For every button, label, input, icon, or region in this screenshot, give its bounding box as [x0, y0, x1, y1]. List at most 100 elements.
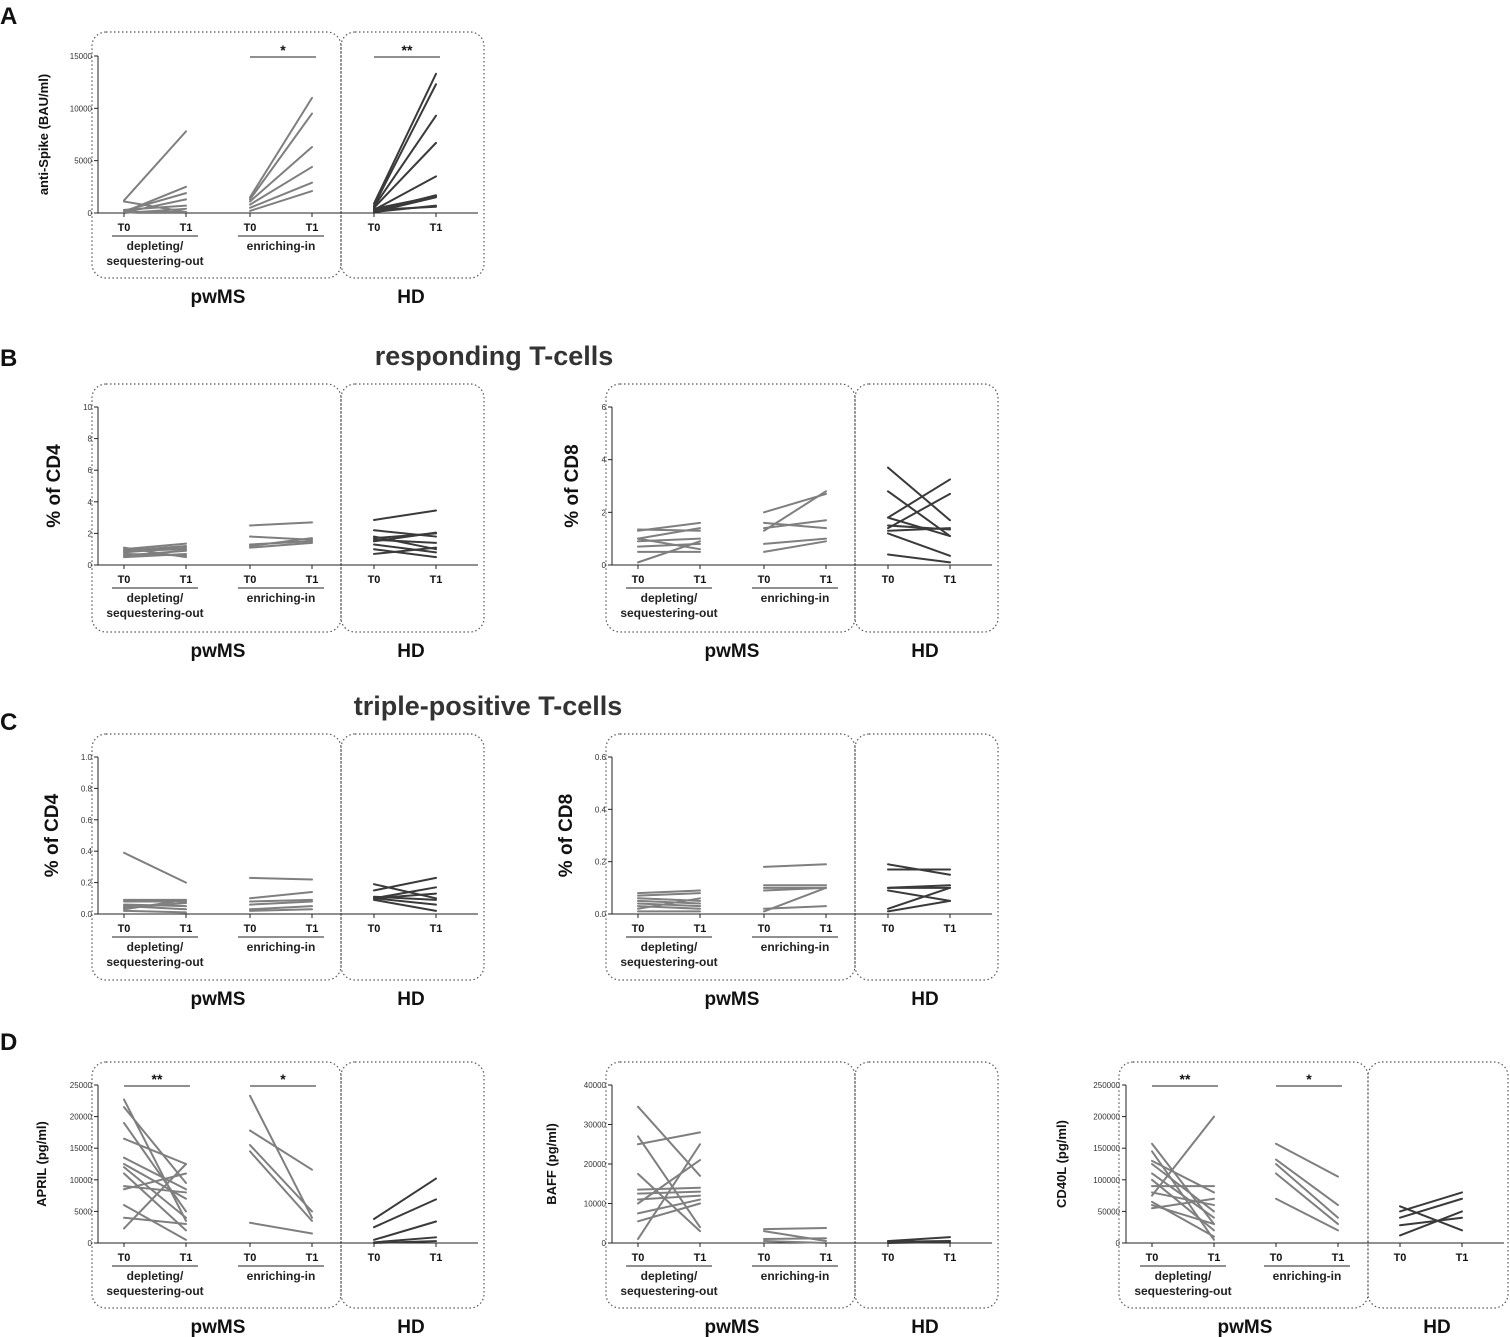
significance-marker: **	[1180, 1071, 1191, 1087]
x-tick-label: T0	[118, 923, 131, 935]
subject-line	[637, 1172, 701, 1233]
significance-marker: *	[280, 42, 286, 58]
subject-line	[123, 1172, 187, 1232]
x-tick-label: T1	[694, 574, 707, 586]
group-label: sequestering-out	[106, 606, 203, 620]
y-tick-label: 0.8	[81, 784, 93, 793]
cohort-label-hd: HD	[1423, 1317, 1450, 1337]
subject-line	[887, 884, 951, 889]
subject-line	[373, 1177, 437, 1220]
chart-d1: 0 5000 10000 15000 20000 25000 APRIL (pg/ml) T0…	[34, 1061, 485, 1337]
subject-line	[1151, 1115, 1215, 1197]
x-tick-label: T0	[1270, 1252, 1283, 1264]
subject-line	[763, 540, 827, 553]
pwms-group-box	[91, 733, 342, 981]
group-label: sequestering-out	[1134, 1284, 1231, 1298]
y-tick-label: 0	[88, 561, 93, 570]
cohort-label-pwms: pwMS	[191, 641, 246, 662]
subject-line	[373, 883, 437, 900]
subject-line	[637, 527, 701, 540]
subject-line	[123, 548, 187, 552]
subject-line	[373, 141, 437, 209]
y-tick-label: 0.0	[81, 910, 93, 919]
group-label: depleting/	[127, 239, 184, 253]
subject-line	[123, 1121, 187, 1213]
subject-line	[1151, 1197, 1215, 1210]
x-tick-label: T1	[944, 923, 957, 935]
chart-d2: 0 10000 20000 30000 40000 BAFF (pg/ml) T0 T1 dep…	[544, 1061, 999, 1337]
section-title-triple: triple-positive T-cells	[354, 691, 623, 721]
group-label: depleting/	[127, 591, 184, 605]
cohort-label-pwms: pwMS	[705, 641, 760, 662]
subject-line	[373, 1220, 437, 1241]
panel-letter-c: C	[0, 709, 17, 736]
subject-line	[373, 195, 437, 210]
subject-line	[373, 538, 437, 544]
y-tick-label: 1.0	[81, 753, 93, 762]
y-tick-label: 0	[88, 1239, 93, 1248]
cohort-label-hd: HD	[397, 1317, 424, 1337]
subject-line	[887, 478, 951, 519]
subject-line	[1399, 1210, 1463, 1237]
x-tick-label: T1	[1456, 1252, 1469, 1264]
y-tick-label: 10000	[584, 1200, 607, 1209]
x-tick-label: T1	[180, 923, 193, 935]
cohort-label-pwms: pwMS	[705, 989, 760, 1010]
subject-line	[123, 1156, 187, 1191]
y-tick-label: 0.6	[81, 816, 93, 825]
x-tick-label: T0	[882, 574, 895, 586]
subject-line	[123, 898, 187, 911]
y-tick-label: 0.6	[595, 753, 607, 762]
y-tick-label: 20000	[584, 1160, 607, 1169]
subject-line	[123, 905, 187, 911]
subject-line	[763, 519, 827, 530]
x-tick-label: T0	[244, 923, 257, 935]
cohort-label-pwms: pwMS	[705, 1317, 760, 1337]
subject-line	[887, 492, 951, 530]
y-tick-label: 15000	[70, 52, 93, 61]
group-label: sequestering-out	[620, 606, 717, 620]
subject-line	[249, 1150, 313, 1222]
subject-line	[887, 886, 951, 910]
subject-line	[249, 1221, 313, 1235]
subject-line	[249, 908, 313, 912]
y-tick-label: 8	[88, 435, 93, 444]
subject-line	[373, 546, 437, 555]
subject-line	[249, 1144, 313, 1213]
y-tick-label: 0.4	[81, 847, 93, 856]
subject-line	[637, 889, 701, 895]
subject-line	[887, 899, 951, 913]
group-label: enriching-in	[247, 940, 316, 954]
x-tick-label: T1	[180, 222, 193, 234]
subject-line	[123, 909, 187, 914]
pwms-group-box	[91, 1061, 342, 1309]
y-axis-label: anti-Spike (BAU/ml)	[36, 74, 51, 195]
subject-line	[637, 1131, 701, 1146]
subject-line	[123, 552, 187, 557]
subject-line	[637, 902, 701, 908]
subject-line	[1399, 1216, 1463, 1227]
subject-line	[373, 83, 437, 207]
subject-line	[1151, 1159, 1215, 1194]
x-tick-label: T0	[368, 1252, 381, 1264]
y-tick-label: 0.0	[595, 910, 607, 919]
chart-b1: 0 2 4 6 8 10 % of CD4 T0 T1 depleting/sequesterin…	[44, 383, 485, 662]
x-tick-label: T1	[180, 1252, 193, 1264]
y-tick-label: 30000	[584, 1121, 607, 1130]
subject-line	[249, 146, 313, 203]
subject-line	[887, 1236, 951, 1243]
group-label: enriching-in	[1273, 1269, 1342, 1283]
subject-line	[373, 1240, 437, 1244]
subject-line	[1275, 1158, 1339, 1207]
subject-line	[1399, 1197, 1463, 1219]
pwms-group-box	[91, 31, 342, 279]
x-tick-label: T0	[244, 1252, 257, 1264]
subject-line	[249, 900, 313, 906]
subject-line	[763, 537, 827, 545]
subject-line	[763, 886, 827, 913]
subject-line	[373, 1236, 437, 1244]
group-label: sequestering-out	[620, 955, 717, 969]
y-tick-label: 5000	[74, 1207, 92, 1216]
subject-line	[373, 876, 437, 892]
